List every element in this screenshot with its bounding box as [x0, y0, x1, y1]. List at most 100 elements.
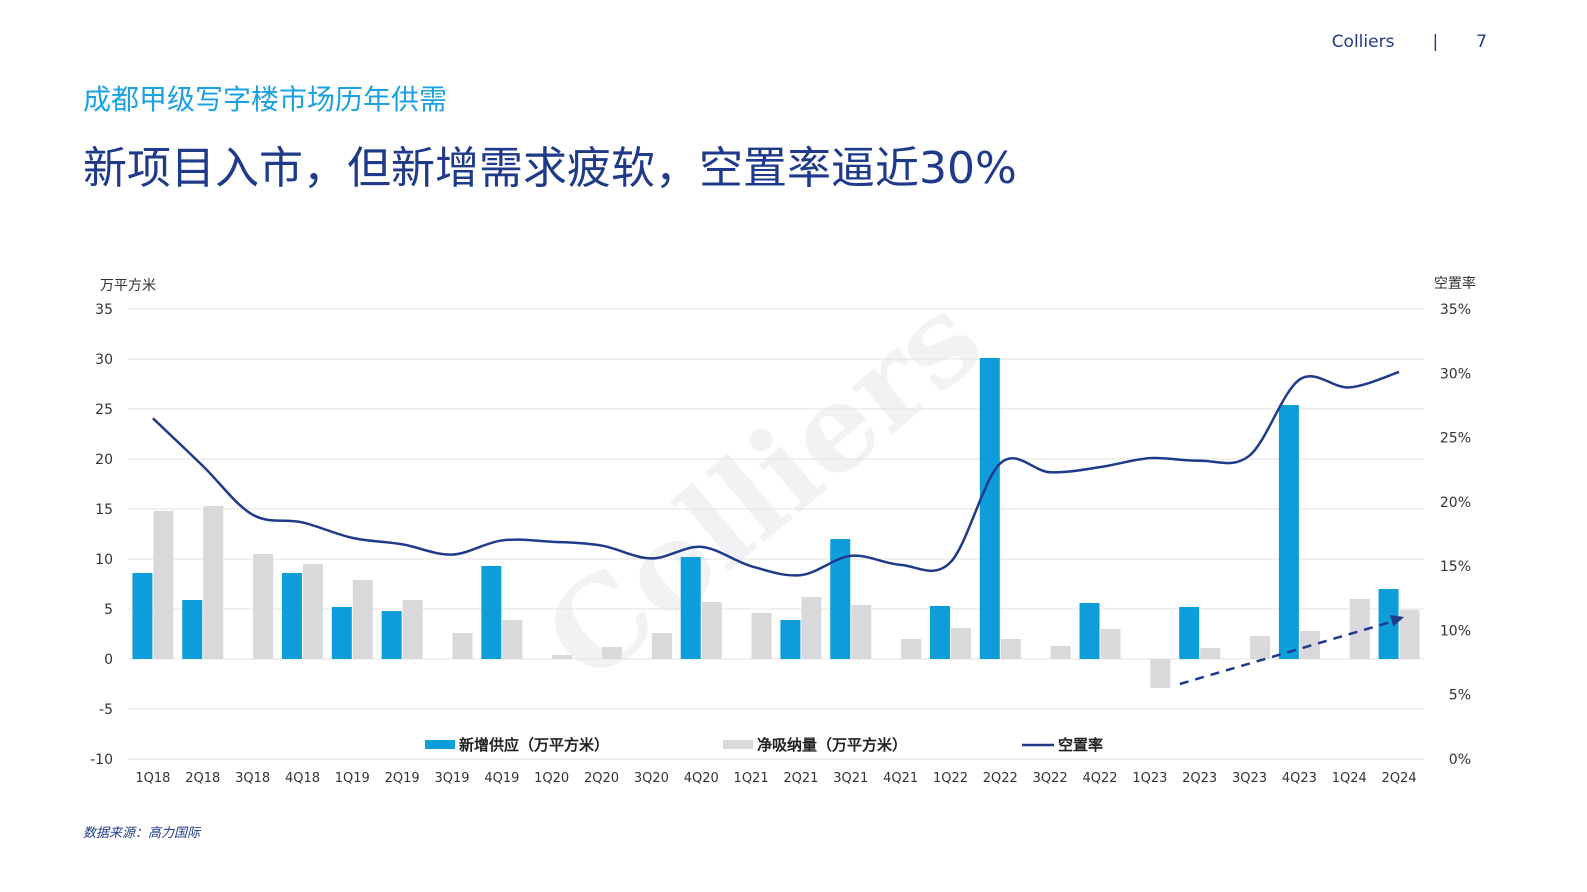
- bar-absorption-2Q19: [402, 600, 423, 659]
- header-separator: |: [1432, 32, 1439, 52]
- bar-supply-2Q21: [780, 620, 801, 659]
- y-tick-label: 0: [104, 652, 113, 668]
- y-tick-label: 35: [95, 302, 113, 318]
- page-title: 新项目入市，但新增需求疲软，空置率逼近30%: [83, 143, 1017, 194]
- y-tick-label: 5: [104, 602, 113, 618]
- x-tick-label: 3Q23: [1232, 771, 1267, 786]
- y2-tick-label: 25%: [1440, 431, 1471, 447]
- page-number: 7: [1476, 32, 1487, 52]
- bar-absorption-1Q23: [1150, 659, 1171, 688]
- trend-arrow-head: [1389, 614, 1405, 627]
- x-tick-label: 3Q20: [634, 771, 669, 786]
- bar-supply-4Q19: [481, 566, 502, 659]
- y2-tick-label: 35%: [1440, 302, 1471, 318]
- x-tick-label: 1Q23: [1132, 771, 1167, 786]
- bar-supply-1Q18: [132, 573, 153, 659]
- bar-absorption-4Q21: [901, 639, 922, 659]
- x-tick-label: 2Q19: [385, 771, 420, 786]
- x-tick-label: 4Q20: [684, 771, 719, 786]
- vacancy-line-layer: [152, 370, 1405, 686]
- legend: 新增供应（万平方米） 净吸纳量（万平方米） 空置率: [425, 736, 1103, 754]
- bar-absorption-4Q20: [701, 602, 722, 659]
- legend-swatch-supply: [425, 740, 455, 749]
- bar-supply-4Q22: [1079, 603, 1100, 659]
- y2-axis-title: 空置率: [1434, 275, 1476, 292]
- y2-tick-label: 10%: [1440, 623, 1471, 639]
- bar-absorption-1Q22: [950, 628, 971, 659]
- y-tick-label: 30: [95, 352, 113, 368]
- bar-absorption-3Q19: [452, 633, 473, 659]
- bar-absorption-1Q21: [751, 613, 772, 659]
- bar-absorption-4Q22: [1100, 629, 1121, 659]
- bar-absorption-2Q24: [1399, 610, 1420, 659]
- x-tick-label: 2Q24: [1382, 771, 1417, 786]
- vacancy-rate-line: [152, 370, 1400, 577]
- y2-tick-label: 15%: [1440, 559, 1471, 575]
- bar-absorption-1Q18: [153, 511, 174, 659]
- bar-absorption-2Q18: [203, 506, 224, 659]
- brand-name: Colliers: [1331, 32, 1395, 52]
- x-tick-label: 1Q24: [1332, 771, 1367, 786]
- y-tick-label: 10: [95, 552, 113, 568]
- x-tick-label: 1Q19: [335, 771, 370, 786]
- bar-absorption-3Q20: [651, 633, 672, 659]
- bar-absorption-3Q23: [1250, 636, 1271, 659]
- y2-tick-label: 0%: [1449, 752, 1471, 768]
- y-tick-label: 25: [95, 402, 113, 418]
- bars-layer: [132, 358, 1420, 688]
- bar-supply-2Q18: [182, 600, 203, 659]
- legend-label-supply: 新增供应（万平方米）: [459, 736, 609, 754]
- axis-labels-layer: 万平方米 空置率 -10 -5 0 5 10 15 20 25 30 35 0% 5% 10% 15% 20…: [90, 275, 1476, 786]
- y-tick-label: -5: [99, 702, 113, 718]
- bar-supply-1Q22: [929, 606, 950, 659]
- x-tick-label: 4Q19: [484, 771, 519, 786]
- page-header: Colliers | 7: [1332, 32, 1487, 52]
- legend-swatch-absorption: [723, 740, 753, 749]
- page-subtitle: 成都甲级写字楼市场历年供需: [83, 83, 448, 116]
- bar-supply-2Q24: [1378, 589, 1399, 659]
- bar-absorption-3Q22: [1050, 646, 1071, 659]
- bar-absorption-3Q21: [851, 605, 872, 659]
- bar-absorption-2Q20: [602, 647, 623, 659]
- x-tick-label: 2Q20: [584, 771, 619, 786]
- y-axis-title: 万平方米: [100, 278, 156, 294]
- x-tick-label: 3Q19: [434, 771, 469, 786]
- y2-tick-label: 5%: [1449, 688, 1471, 704]
- legend-label-vacancy: 空置率: [1058, 736, 1103, 754]
- bar-absorption-2Q21: [801, 597, 822, 659]
- bar-supply-2Q23: [1179, 607, 1200, 659]
- bar-absorption-1Q24: [1349, 599, 1370, 659]
- y2-tick-label: 20%: [1440, 495, 1471, 511]
- x-tick-label: 4Q21: [883, 771, 918, 786]
- bar-absorption-1Q20: [552, 655, 573, 659]
- x-tick-label: 3Q18: [235, 771, 270, 786]
- y-tick-label: 15: [95, 502, 113, 518]
- bar-supply-3Q21: [830, 539, 851, 659]
- bar-supply-4Q18: [281, 573, 302, 659]
- y-tick-label: -10: [90, 752, 113, 768]
- x-tick-label: 1Q21: [734, 771, 769, 786]
- bar-supply-1Q19: [331, 607, 352, 659]
- bar-supply-4Q23: [1278, 405, 1299, 659]
- x-tick-label: 2Q23: [1182, 771, 1217, 786]
- bar-absorption-3Q18: [253, 554, 274, 659]
- x-tick-label: 4Q22: [1082, 771, 1117, 786]
- x-tick-label: 1Q18: [135, 771, 170, 786]
- legend-label-absorption: 净吸纳量（万平方米）: [757, 736, 907, 754]
- bar-supply-2Q19: [381, 611, 402, 659]
- x-tick-label: 3Q22: [1033, 771, 1068, 786]
- x-tick-label: 4Q18: [285, 771, 320, 786]
- x-tick-label: 1Q20: [534, 771, 569, 786]
- y-tick-label: 20: [95, 452, 113, 468]
- x-tick-label: 3Q21: [833, 771, 868, 786]
- bar-absorption-1Q19: [352, 580, 373, 659]
- x-tick-label: 2Q22: [983, 771, 1018, 786]
- bar-supply-2Q22: [979, 358, 1000, 659]
- data-source-note: 数据来源：高力国际: [83, 826, 201, 841]
- bar-absorption-2Q23: [1200, 648, 1221, 659]
- bar-absorption-2Q22: [1000, 639, 1021, 659]
- x-tick-label: 1Q22: [933, 771, 968, 786]
- trend-arrow-shaft: [1179, 619, 1395, 686]
- bar-absorption-4Q18: [302, 564, 323, 659]
